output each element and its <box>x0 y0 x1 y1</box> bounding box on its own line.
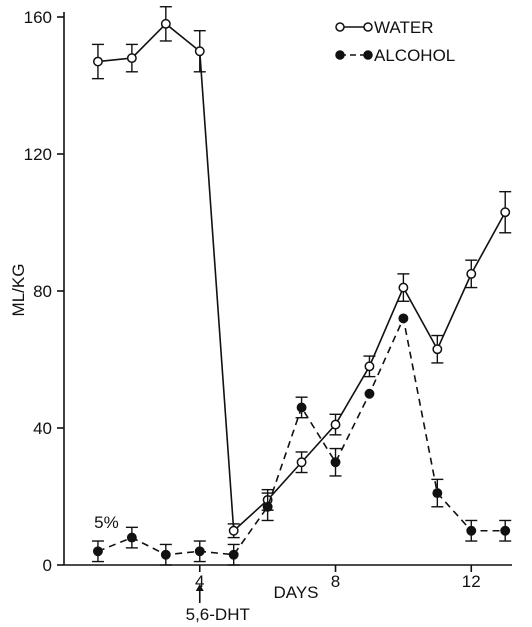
water-data-point <box>330 419 341 430</box>
concentration-annotation: 5% <box>94 513 119 532</box>
alcohol-data-point <box>398 313 409 324</box>
water-data-point <box>364 361 375 372</box>
plot-area: 0 40 80 120 160 4 8 12 <box>24 6 512 591</box>
alcohol-data-point <box>126 532 137 543</box>
alcohol-data-point <box>432 488 443 499</box>
water-data-point <box>92 56 103 67</box>
x-tick-label: 4 <box>195 572 204 591</box>
alcohol-data-point <box>228 549 239 560</box>
x-ticks: 4 8 12 <box>195 565 481 591</box>
alcohol-data-point <box>500 525 511 536</box>
water-data-point <box>160 18 171 29</box>
alcohol-data-point <box>466 525 477 536</box>
water-data-point <box>398 282 409 293</box>
y-axis-label: ML/KG <box>9 264 28 317</box>
x-axis-label: DAYS <box>273 583 318 602</box>
alcohol-data-point <box>194 546 205 557</box>
water-data-point <box>432 344 443 355</box>
alcohol-data-point <box>296 402 307 413</box>
alcohol-data-point <box>262 501 273 512</box>
alcohol-data-point <box>330 457 341 468</box>
y-ticks: 0 40 80 120 160 <box>24 8 64 575</box>
legend-item-water: WATER <box>335 18 434 37</box>
water-data-point <box>500 207 511 218</box>
legend-alcohol-label: ALCOHOL <box>374 46 455 65</box>
y-tick-label: 40 <box>33 419 52 438</box>
x-tick-label: 8 <box>331 572 340 591</box>
y-tick-label: 80 <box>33 282 52 301</box>
alcohol-data-point <box>92 546 103 557</box>
alcohol-data-point <box>364 388 375 399</box>
legend-water-marker-right <box>363 22 373 32</box>
alcohol-series-line <box>97 315 506 556</box>
x-tick-label: 12 <box>462 572 481 591</box>
treatment-annotation: 5,6-DHT <box>186 584 250 624</box>
legend-alcohol-marker-right <box>363 50 373 60</box>
legend-water-marker-left <box>335 22 345 32</box>
y-tick-label: 160 <box>24 8 52 27</box>
series-layer <box>91 6 512 566</box>
alcohol-data-point <box>160 549 171 560</box>
y-tick-label: 0 <box>43 556 52 575</box>
water-data-point <box>228 525 239 536</box>
legend-alcohol-marker-left <box>335 50 345 60</box>
legend: WATER ALCOHOL <box>335 18 455 65</box>
legend-item-alcohol: ALCOHOL <box>335 46 455 65</box>
treatment-label: 5,6-DHT <box>186 605 250 624</box>
water-data-point <box>194 46 205 57</box>
water-data-point <box>466 268 477 279</box>
water-data-point <box>296 457 307 468</box>
arrow-head-icon <box>195 584 204 591</box>
legend-water-label: WATER <box>374 18 434 37</box>
y-tick-label: 120 <box>24 145 52 164</box>
water-data-point <box>126 53 137 64</box>
